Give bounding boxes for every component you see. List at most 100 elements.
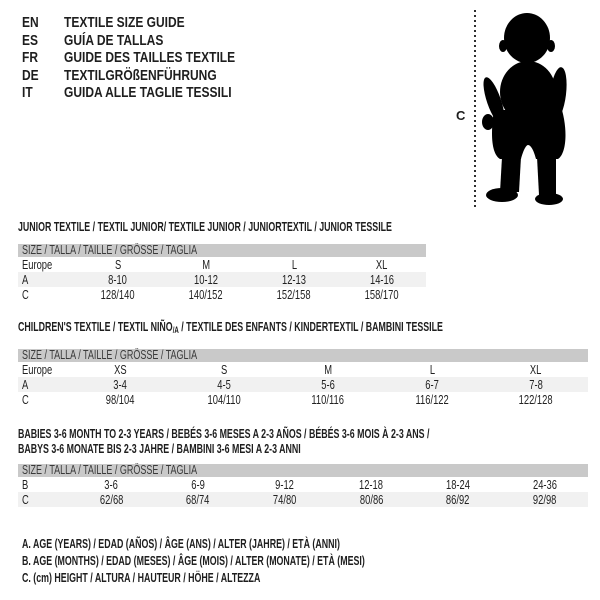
cell-text: 92/98: [532, 492, 557, 507]
row-label-cell: C: [18, 392, 68, 407]
value-cell: L: [380, 362, 484, 377]
row-label-cell: Europe: [18, 362, 68, 377]
language-label: GUIDE DES TAILLES TEXTILE: [64, 49, 236, 66]
cell-text: 14-16: [369, 272, 394, 287]
language-code-text: DE: [22, 66, 39, 84]
cell-text: 140/152: [189, 287, 223, 302]
value-cell: S: [74, 257, 162, 272]
value-cell: 86/92: [414, 492, 502, 507]
cell-text: C: [22, 287, 29, 302]
value-cell: 62/68: [68, 492, 155, 507]
cell-text: 158/170: [365, 287, 399, 302]
row-label-cell: C: [18, 287, 74, 302]
cell-text: 12-18: [359, 477, 384, 492]
cell-text: 12-13: [281, 272, 306, 287]
babies-table: B 3-6 6-9 9-12 12-18 18-24 24-36 C 62/68 68/74 74/…: [18, 477, 588, 507]
value-cell: L: [250, 257, 338, 272]
language-label: TEXTILGRÖßENFÜHRUNG: [64, 66, 217, 84]
cell-text: A: [22, 377, 29, 392]
value-cell: 9-12: [241, 477, 328, 492]
children-size-header-bar: SIZE / TALLA / TAILLE / GRÖSSE / TAGLIA: [18, 349, 588, 362]
cell-text: 4-5: [217, 377, 231, 392]
table-row: B 3-6 6-9 9-12 12-18 18-24 24-36: [18, 477, 588, 492]
cell-text: S: [114, 257, 122, 272]
cell-text: 128/140: [101, 287, 135, 302]
row-label-cell: C: [18, 492, 68, 507]
value-cell: M: [276, 362, 380, 377]
legend-line-b: B. AGE (MONTHS) / EDAD (MESES) / ÂGE (MO…: [22, 552, 526, 569]
cell-text: 80/86: [359, 492, 384, 507]
value-cell: 4-5: [172, 377, 276, 392]
language-row: EN TEXTILE SIZE GUIDE: [22, 14, 278, 32]
cell-text: XL: [376, 257, 388, 272]
language-row: ES GUÍA DE TALLAS: [22, 32, 278, 50]
legend-line-a: A. AGE (YEARS) / EDAD (AÑOS) / ÂGE (ANS)…: [22, 535, 526, 552]
children-table: Europe XS S M L XL A 3-4 4-5 5-6 6-7 7-8 C 98/104 104/…: [18, 362, 588, 407]
language-label: GUIDA ALLE TAGLIE TESSILI: [64, 84, 232, 101]
language-list: EN TEXTILE SIZE GUIDE ES GUÍA DE TALLAS …: [22, 14, 278, 102]
language-row: IT GUIDA ALLE TAGLIE TESSILI: [22, 84, 278, 102]
legend-text: B. AGE (MONTHS) / EDAD (MESES) / ÂGE (MO…: [22, 553, 365, 568]
cell-text: M: [324, 362, 332, 377]
row-label-cell: Europe: [18, 257, 74, 272]
value-cell: 98/104: [68, 392, 172, 407]
size-header-text: SIZE / TALLA / TAILLE / GRÖSSE / TAGLIA: [22, 463, 198, 477]
babies-title-line1: BABIES 3-6 MONTH TO 2-3 YEARS / BEBÉS 3-…: [18, 426, 430, 441]
value-cell: 74/80: [241, 492, 328, 507]
language-row: FR GUIDE DES TAILLES TEXTILE: [22, 49, 278, 67]
legend-text: A. AGE (YEARS) / EDAD (AÑOS) / ÂGE (ANS)…: [22, 536, 340, 551]
language-code-text: ES: [22, 31, 39, 49]
babies-title-line2: BABYS 3-6 MONATE BIS 2-3 JAHRE / BAMBINI…: [18, 441, 301, 456]
table-row: Europe S M L XL: [18, 257, 426, 272]
value-cell: 80/86: [327, 492, 415, 507]
baby-silhouette-icon: [482, 13, 567, 205]
cell-text: L: [291, 257, 297, 272]
cell-text: 3-6: [104, 477, 119, 492]
value-cell: 140/152: [162, 287, 250, 302]
cell-text: S: [220, 362, 228, 377]
cell-text: M: [202, 257, 210, 272]
value-cell: 14-16: [338, 272, 426, 287]
value-cell: 24-36: [501, 477, 588, 492]
height-measure-label: C: [456, 108, 466, 123]
cell-text: Europe: [22, 362, 53, 377]
cell-text: 6-9: [191, 477, 205, 492]
height-dotted-line: [474, 10, 476, 208]
cell-text: 68/74: [186, 492, 210, 507]
value-cell: XL: [338, 257, 426, 272]
cell-text: 3-4: [113, 377, 127, 392]
value-cell: 3-4: [68, 377, 172, 392]
cell-text: C: [22, 492, 29, 507]
value-cell: 18-24: [415, 477, 502, 492]
junior-size-header-bar: SIZE / TALLA / TAILLE / GRÖSSE / TAGLIA: [18, 244, 426, 257]
language-code-text: EN: [22, 14, 39, 31]
value-cell: 10-12: [162, 272, 250, 287]
language-label: TEXTILE SIZE GUIDE: [64, 14, 185, 31]
table-row: C 128/140 140/152 152/158 158/170: [18, 287, 426, 302]
cell-text: XL: [530, 362, 542, 377]
cell-text: 24-36: [532, 477, 557, 492]
value-cell: 6-7: [380, 377, 484, 392]
language-code-text: FR: [22, 49, 38, 66]
row-label-cell: A: [18, 377, 68, 392]
children-title-text: CHILDREN'S TEXTILE / TEXTIL NIÑO/A / TEX…: [18, 319, 443, 338]
value-cell: 104/110: [172, 392, 276, 407]
cell-text: 104/110: [207, 392, 241, 407]
language-code: EN: [22, 14, 60, 32]
value-cell: 128/140: [74, 287, 162, 302]
value-cell: 110/116: [276, 392, 380, 407]
children-section-title: CHILDREN'S TEXTILE / TEXTIL NIÑO/A / TEX…: [18, 319, 600, 338]
language-label: GUÍA DE TALLAS: [64, 31, 164, 49]
table-row: C 62/68 68/74 74/80 80/86 86/92 92/98: [18, 492, 588, 507]
children-title-rest: / TEXTILE DES ENFANTS / KINDERTEXTIL / B…: [178, 319, 443, 334]
value-cell: 68/74: [154, 492, 242, 507]
junior-table: Europe S M L XL A 8-10 10-12 12-13 14-16 C 128/140 1…: [18, 257, 426, 302]
cell-text: 7-8: [529, 377, 543, 392]
value-cell: 152/158: [250, 287, 338, 302]
value-cell: S: [172, 362, 276, 377]
cell-text: 8-10: [108, 272, 128, 287]
table-row: A 8-10 10-12 12-13 14-16: [18, 272, 426, 287]
value-cell: 92/98: [501, 492, 588, 507]
cell-text: C: [22, 392, 29, 407]
